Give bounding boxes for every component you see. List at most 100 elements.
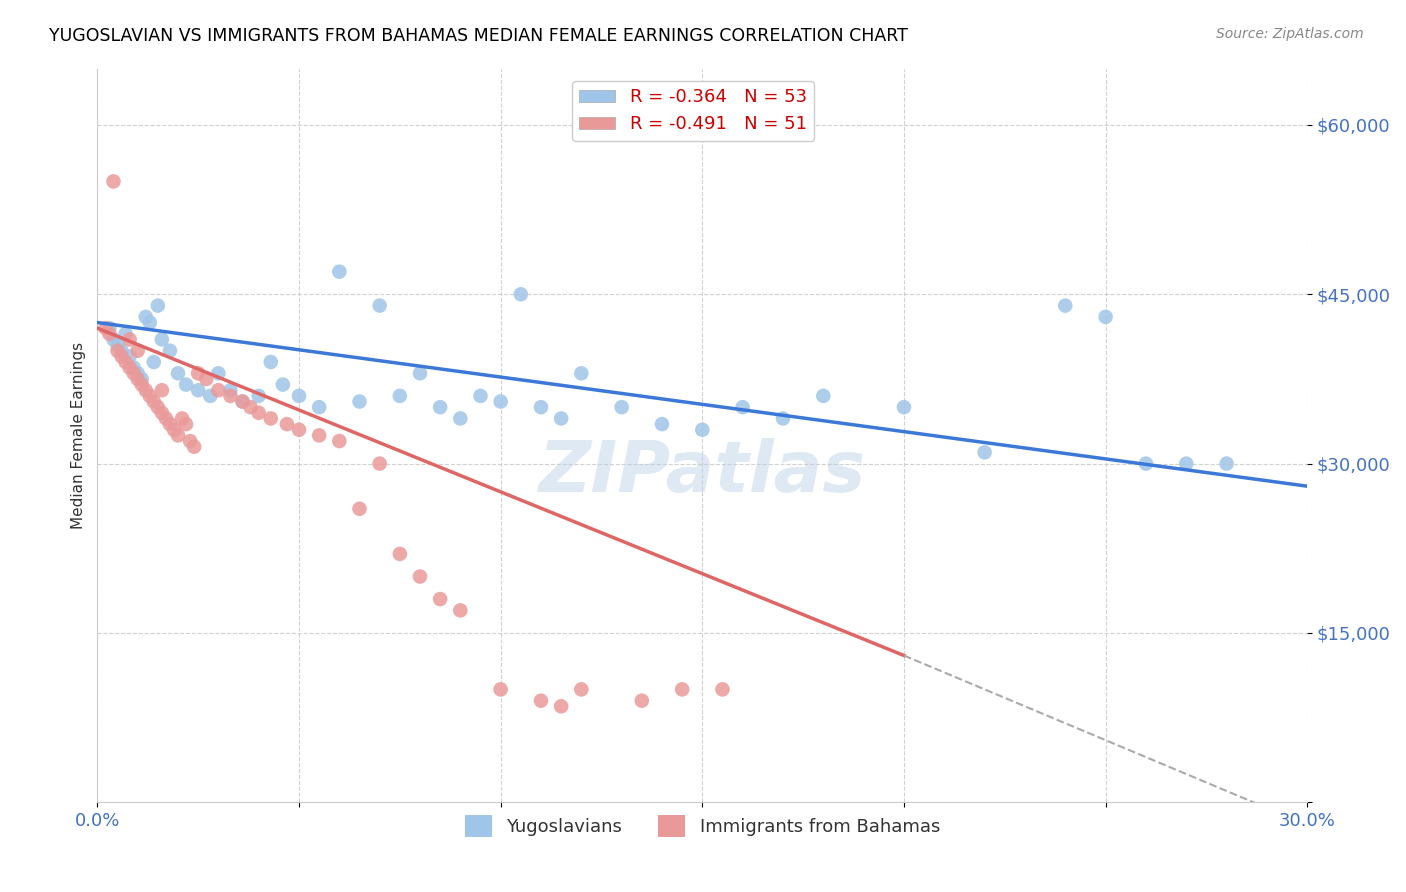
Point	[550, 699, 572, 714]
Point	[388, 389, 411, 403]
Point	[449, 603, 471, 617]
Point	[489, 682, 512, 697]
Point	[247, 406, 270, 420]
Point	[328, 434, 350, 448]
Point	[163, 423, 186, 437]
Point	[174, 377, 197, 392]
Point	[731, 400, 754, 414]
Point	[135, 310, 157, 324]
Point	[127, 343, 149, 358]
Point	[232, 394, 254, 409]
Point	[893, 400, 915, 414]
Point	[288, 389, 311, 403]
Point	[651, 417, 673, 431]
Point	[610, 400, 633, 414]
Point	[219, 389, 242, 403]
Point	[207, 383, 229, 397]
Point	[388, 547, 411, 561]
Point	[530, 694, 553, 708]
Point	[200, 389, 222, 403]
Point	[368, 457, 391, 471]
Point	[122, 367, 145, 381]
Point	[530, 400, 553, 414]
Point	[146, 400, 169, 414]
Point	[183, 440, 205, 454]
Point	[118, 360, 141, 375]
Point	[94, 321, 117, 335]
Point	[671, 682, 693, 697]
Point	[711, 682, 734, 697]
Point	[122, 360, 145, 375]
Point	[489, 394, 512, 409]
Point	[131, 372, 153, 386]
Point	[195, 372, 218, 386]
Point	[1215, 457, 1237, 471]
Point	[187, 383, 209, 397]
Point	[368, 299, 391, 313]
Point	[150, 383, 173, 397]
Point	[409, 367, 432, 381]
Point	[167, 367, 190, 381]
Point	[118, 333, 141, 347]
Point	[159, 343, 181, 358]
Text: ZIPatlas: ZIPatlas	[538, 438, 866, 507]
Point	[207, 367, 229, 381]
Point	[276, 417, 298, 431]
Point	[772, 411, 794, 425]
Point	[170, 411, 193, 425]
Point	[139, 316, 162, 330]
Point	[509, 287, 531, 301]
Point	[103, 333, 125, 347]
Y-axis label: Median Female Earnings: Median Female Earnings	[72, 342, 86, 529]
Point	[179, 434, 201, 448]
Point	[174, 417, 197, 431]
Point	[630, 694, 652, 708]
Point	[142, 394, 165, 409]
Point	[288, 423, 311, 437]
Point	[146, 299, 169, 313]
Point	[150, 333, 173, 347]
Point	[470, 389, 492, 403]
Point	[159, 417, 181, 431]
Point	[569, 367, 592, 381]
Point	[550, 411, 572, 425]
Point	[110, 350, 132, 364]
Point	[131, 377, 153, 392]
Point	[187, 367, 209, 381]
Text: YUGOSLAVIAN VS IMMIGRANTS FROM BAHAMAS MEDIAN FEMALE EARNINGS CORRELATION CHART: YUGOSLAVIAN VS IMMIGRANTS FROM BAHAMAS M…	[49, 27, 908, 45]
Point	[308, 400, 330, 414]
Point	[155, 411, 177, 425]
Point	[1094, 310, 1116, 324]
Point	[1135, 457, 1157, 471]
Point	[308, 428, 330, 442]
Point	[135, 383, 157, 397]
Point	[271, 377, 294, 392]
Point	[127, 372, 149, 386]
Point	[328, 265, 350, 279]
Text: Source: ZipAtlas.com: Source: ZipAtlas.com	[1216, 27, 1364, 41]
Point	[98, 326, 121, 341]
Point	[232, 394, 254, 409]
Point	[150, 406, 173, 420]
Point	[349, 394, 371, 409]
Point	[973, 445, 995, 459]
Point	[167, 428, 190, 442]
Point	[247, 389, 270, 403]
Point	[449, 411, 471, 425]
Point	[429, 400, 451, 414]
Point	[107, 343, 129, 358]
Point	[107, 338, 129, 352]
Point	[114, 326, 136, 341]
Point	[409, 569, 432, 583]
Point	[118, 350, 141, 364]
Point	[349, 501, 371, 516]
Point	[103, 174, 125, 188]
Point	[692, 423, 714, 437]
Point	[98, 321, 121, 335]
Point	[142, 355, 165, 369]
Point	[127, 367, 149, 381]
Point	[813, 389, 835, 403]
Point	[239, 400, 262, 414]
Point	[114, 355, 136, 369]
Point	[110, 343, 132, 358]
